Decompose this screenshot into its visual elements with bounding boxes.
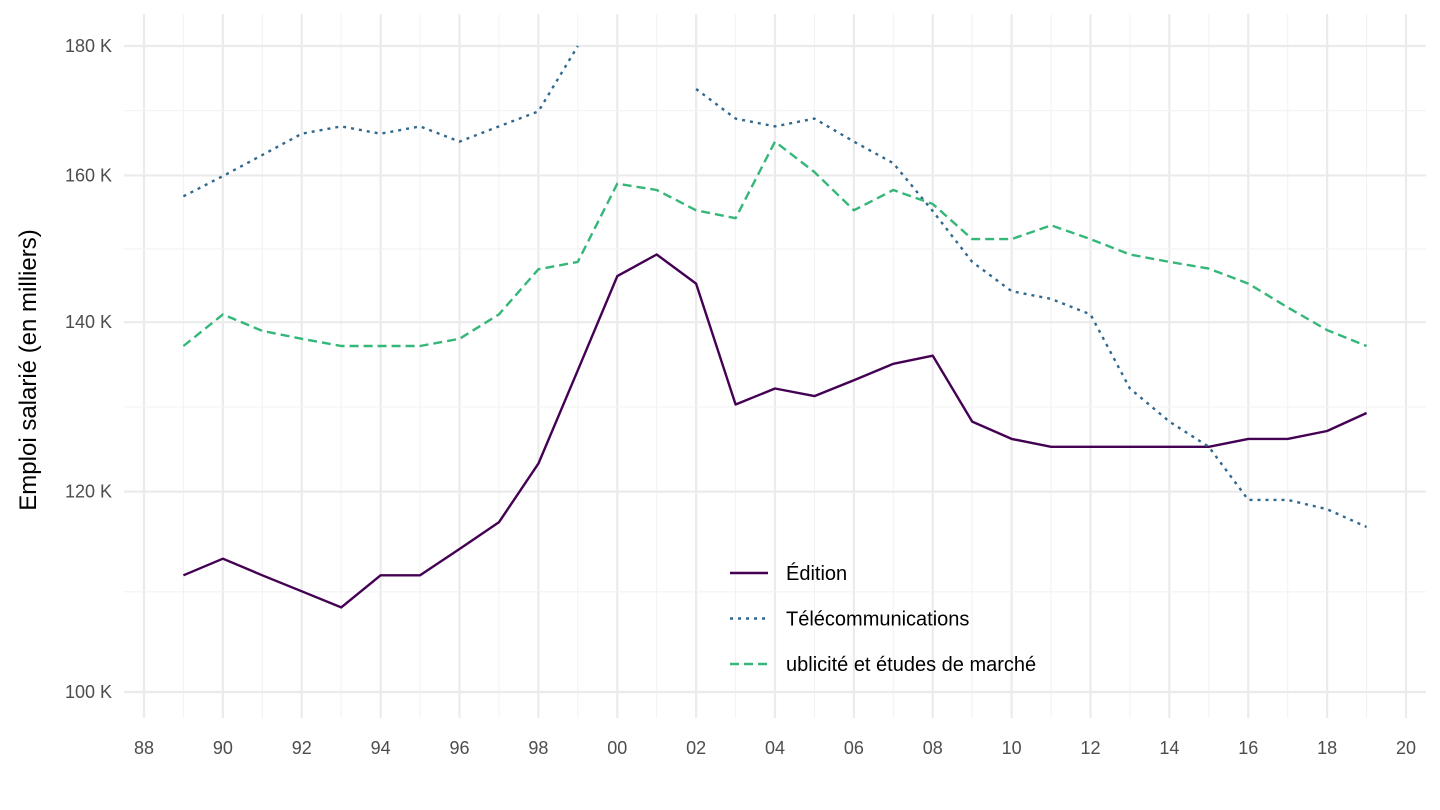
x-tick-label: 06 [844, 738, 864, 758]
series-line-3 [182, 140, 1368, 348]
y-axis-title: Emploi salarié (en milliers) [15, 229, 42, 510]
x-tick-label: 02 [686, 738, 706, 758]
x-tick-label: 94 [371, 738, 391, 758]
x-tick-label: 04 [765, 738, 785, 758]
series-line-1 [182, 253, 1368, 609]
x-tick-label: 98 [528, 738, 548, 758]
legend-label-3: ublicité et études de marché [786, 654, 1036, 676]
x-tick-label: 10 [1002, 738, 1022, 758]
x-axis: 88 90 92 94 96 98 00 02 04 06 08 10 12 14 16 18 20 [134, 738, 1416, 758]
grid [124, 14, 1426, 718]
y-axis: 100 K 120 K 140 K 160 K 180 K [65, 36, 112, 702]
legend-label-2: Télécommunications [786, 609, 969, 631]
x-tick-label: 90 [213, 738, 233, 758]
x-tick-label: 00 [607, 738, 627, 758]
x-tick-label: 14 [1159, 738, 1179, 758]
x-tick-label: 08 [923, 738, 943, 758]
y-tick-label: 180 K [65, 36, 112, 56]
series-layer [182, 45, 1368, 609]
x-tick-label: 92 [292, 738, 312, 758]
legend: Édition Télécommunications ublicité et étu… [730, 562, 1036, 676]
x-tick-label: 88 [134, 738, 154, 758]
x-tick-label: 16 [1238, 738, 1258, 758]
x-tick-label: 12 [1080, 738, 1100, 758]
x-tick-label: 96 [449, 738, 469, 758]
y-tick-label: 140 K [65, 312, 112, 332]
legend-label-1: Édition [786, 562, 847, 585]
x-tick-label: 18 [1317, 738, 1337, 758]
y-tick-label: 120 K [65, 482, 112, 502]
y-tick-label: 100 K [65, 682, 112, 702]
x-tick-label: 20 [1396, 738, 1416, 758]
series-line-2 [182, 45, 1368, 529]
y-tick-label: 160 K [65, 165, 112, 185]
